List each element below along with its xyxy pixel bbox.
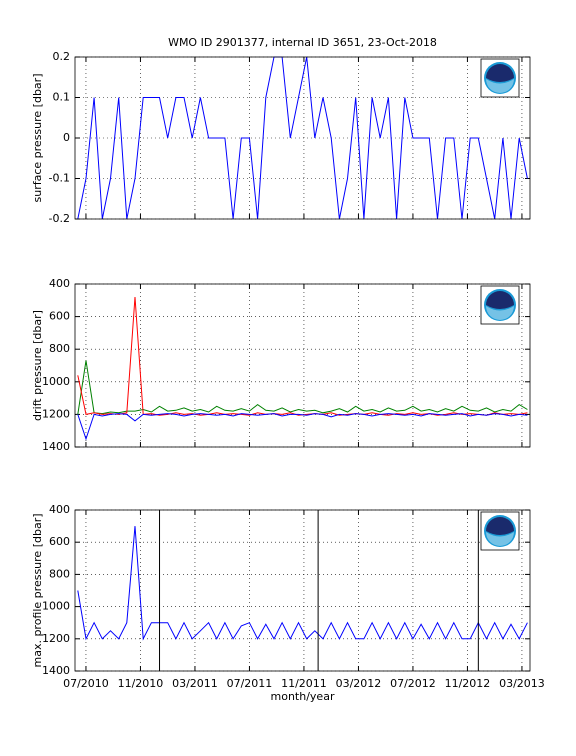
y-axis-label: surface pressure [dbar] — [31, 74, 44, 203]
y-tick-label: 600 — [49, 310, 70, 323]
x-tick-label: 11/2011 — [281, 677, 327, 690]
plot-area — [75, 284, 530, 447]
x-tick-label: 11/2010 — [118, 677, 164, 690]
x-tick-label: 07/2010 — [63, 677, 109, 690]
x-tick-label: 11/2012 — [445, 677, 491, 690]
noaa-logo — [480, 285, 520, 325]
x-tick-label: 03/2013 — [499, 677, 545, 690]
y-tick-label: 1200 — [42, 632, 70, 645]
noaa-logo — [480, 511, 520, 551]
y-tick-label: 800 — [49, 342, 70, 355]
y-tick-label: 800 — [49, 567, 70, 580]
y-tick-label: 600 — [49, 535, 70, 548]
noaa-logo — [480, 58, 520, 98]
series-line — [77, 56, 528, 220]
y-tick-label: 0 — [63, 131, 70, 144]
chart-title: WMO ID 2901377, internal ID 3651, 23-Oct… — [168, 36, 437, 49]
x-tick-label: 03/2012 — [336, 677, 382, 690]
y-tick-label: 1400 — [42, 664, 70, 677]
y-axis-label: drift pressure [dbar] — [31, 310, 44, 421]
y-tick-label: -0.1 — [49, 172, 70, 185]
y-tick-label: 400 — [49, 277, 70, 290]
series-line — [77, 413, 528, 441]
y-tick-label: 0.2 — [53, 50, 71, 63]
series-line — [77, 526, 528, 641]
series-line — [77, 360, 528, 415]
y-tick-label: 0.1 — [53, 91, 71, 104]
axes-frame — [74, 56, 531, 220]
y-axis-label: max. profile pressure [dbar] — [31, 513, 44, 667]
y-tick-label: -0.2 — [49, 212, 70, 225]
x-tick-label: 07/2011 — [227, 677, 273, 690]
x-axis-label: month/year — [271, 690, 335, 703]
y-tick-label: 1000 — [42, 600, 70, 613]
y-tick-label: 1000 — [42, 375, 70, 388]
y-tick-label: 400 — [49, 503, 70, 516]
y-tick-label: 1200 — [42, 407, 70, 420]
axes-frame — [74, 509, 531, 672]
y-tick-label: 1400 — [42, 440, 70, 453]
plot-area — [75, 510, 530, 671]
x-tick-label: 07/2012 — [390, 677, 436, 690]
x-tick-label: 03/2011 — [172, 677, 218, 690]
axes-frame — [74, 283, 531, 448]
